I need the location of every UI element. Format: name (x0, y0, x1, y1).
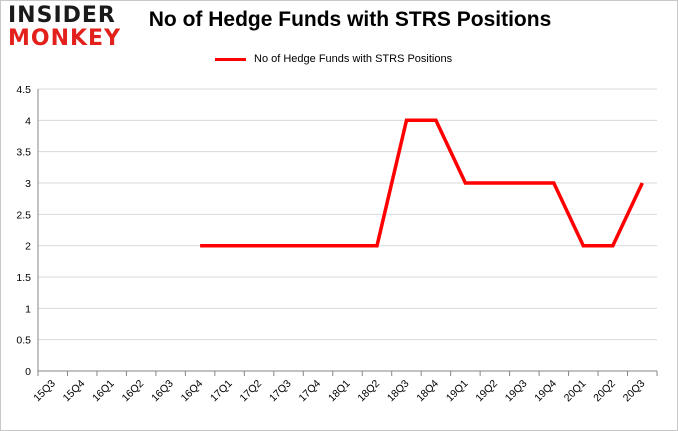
y-tick-label: 3 (25, 178, 31, 190)
x-tick-label: 18Q4 (414, 378, 441, 405)
x-tick-label: 16Q2 (120, 378, 147, 405)
x-tick-label: 20Q1 (562, 378, 589, 405)
x-tick-label: 17Q2 (238, 378, 265, 405)
legend-swatch (215, 57, 246, 61)
y-tick-label: 1 (25, 303, 31, 315)
x-tick-label: 17Q3 (267, 378, 294, 405)
y-tick-label: 4.5 (16, 84, 31, 96)
chart-legend: No of Hedge Funds with STRS Positions (215, 53, 452, 65)
x-tick-label: 19Q3 (503, 378, 530, 405)
y-tick-label: 3.5 (16, 147, 31, 159)
x-tick-label: 19Q4 (532, 378, 559, 405)
x-tick-label: 16Q4 (179, 378, 206, 405)
y-tick-label: 0 (25, 366, 31, 378)
x-tick-label: 18Q2 (355, 378, 382, 405)
logo-line-2: MONKEY (8, 26, 122, 51)
x-tick-label: 20Q2 (591, 378, 618, 405)
x-tick-label: 18Q1 (326, 378, 353, 405)
x-tick-label: 15Q3 (31, 378, 58, 405)
x-tick-label: 18Q3 (385, 378, 412, 405)
x-tick-label: 15Q4 (61, 378, 88, 405)
logo-line-1: INSIDER (8, 3, 116, 28)
x-tick-label: 19Q1 (444, 378, 471, 405)
x-tick-label: 16Q3 (149, 378, 176, 405)
y-tick-label: 2 (25, 241, 31, 253)
x-tick-label: 17Q4 (296, 378, 323, 405)
x-tick-label: 19Q2 (473, 378, 500, 405)
y-tick-label: 1.5 (16, 272, 31, 284)
y-tick-label: 0.5 (16, 335, 31, 347)
y-tick-label: 4 (25, 115, 31, 127)
x-tick-label: 20Q3 (621, 378, 648, 405)
series-line (200, 118, 644, 248)
x-tick-label: 17Q1 (208, 378, 235, 405)
y-tick-label: 2.5 (16, 209, 31, 221)
chart-title: No of Hedge Funds with STRS Positions (148, 8, 552, 31)
insider-monkey-logo: INSIDER MONKEY (8, 4, 126, 56)
x-tick-label: 16Q1 (90, 378, 117, 405)
legend-label: No of Hedge Funds with STRS Positions (254, 53, 453, 65)
